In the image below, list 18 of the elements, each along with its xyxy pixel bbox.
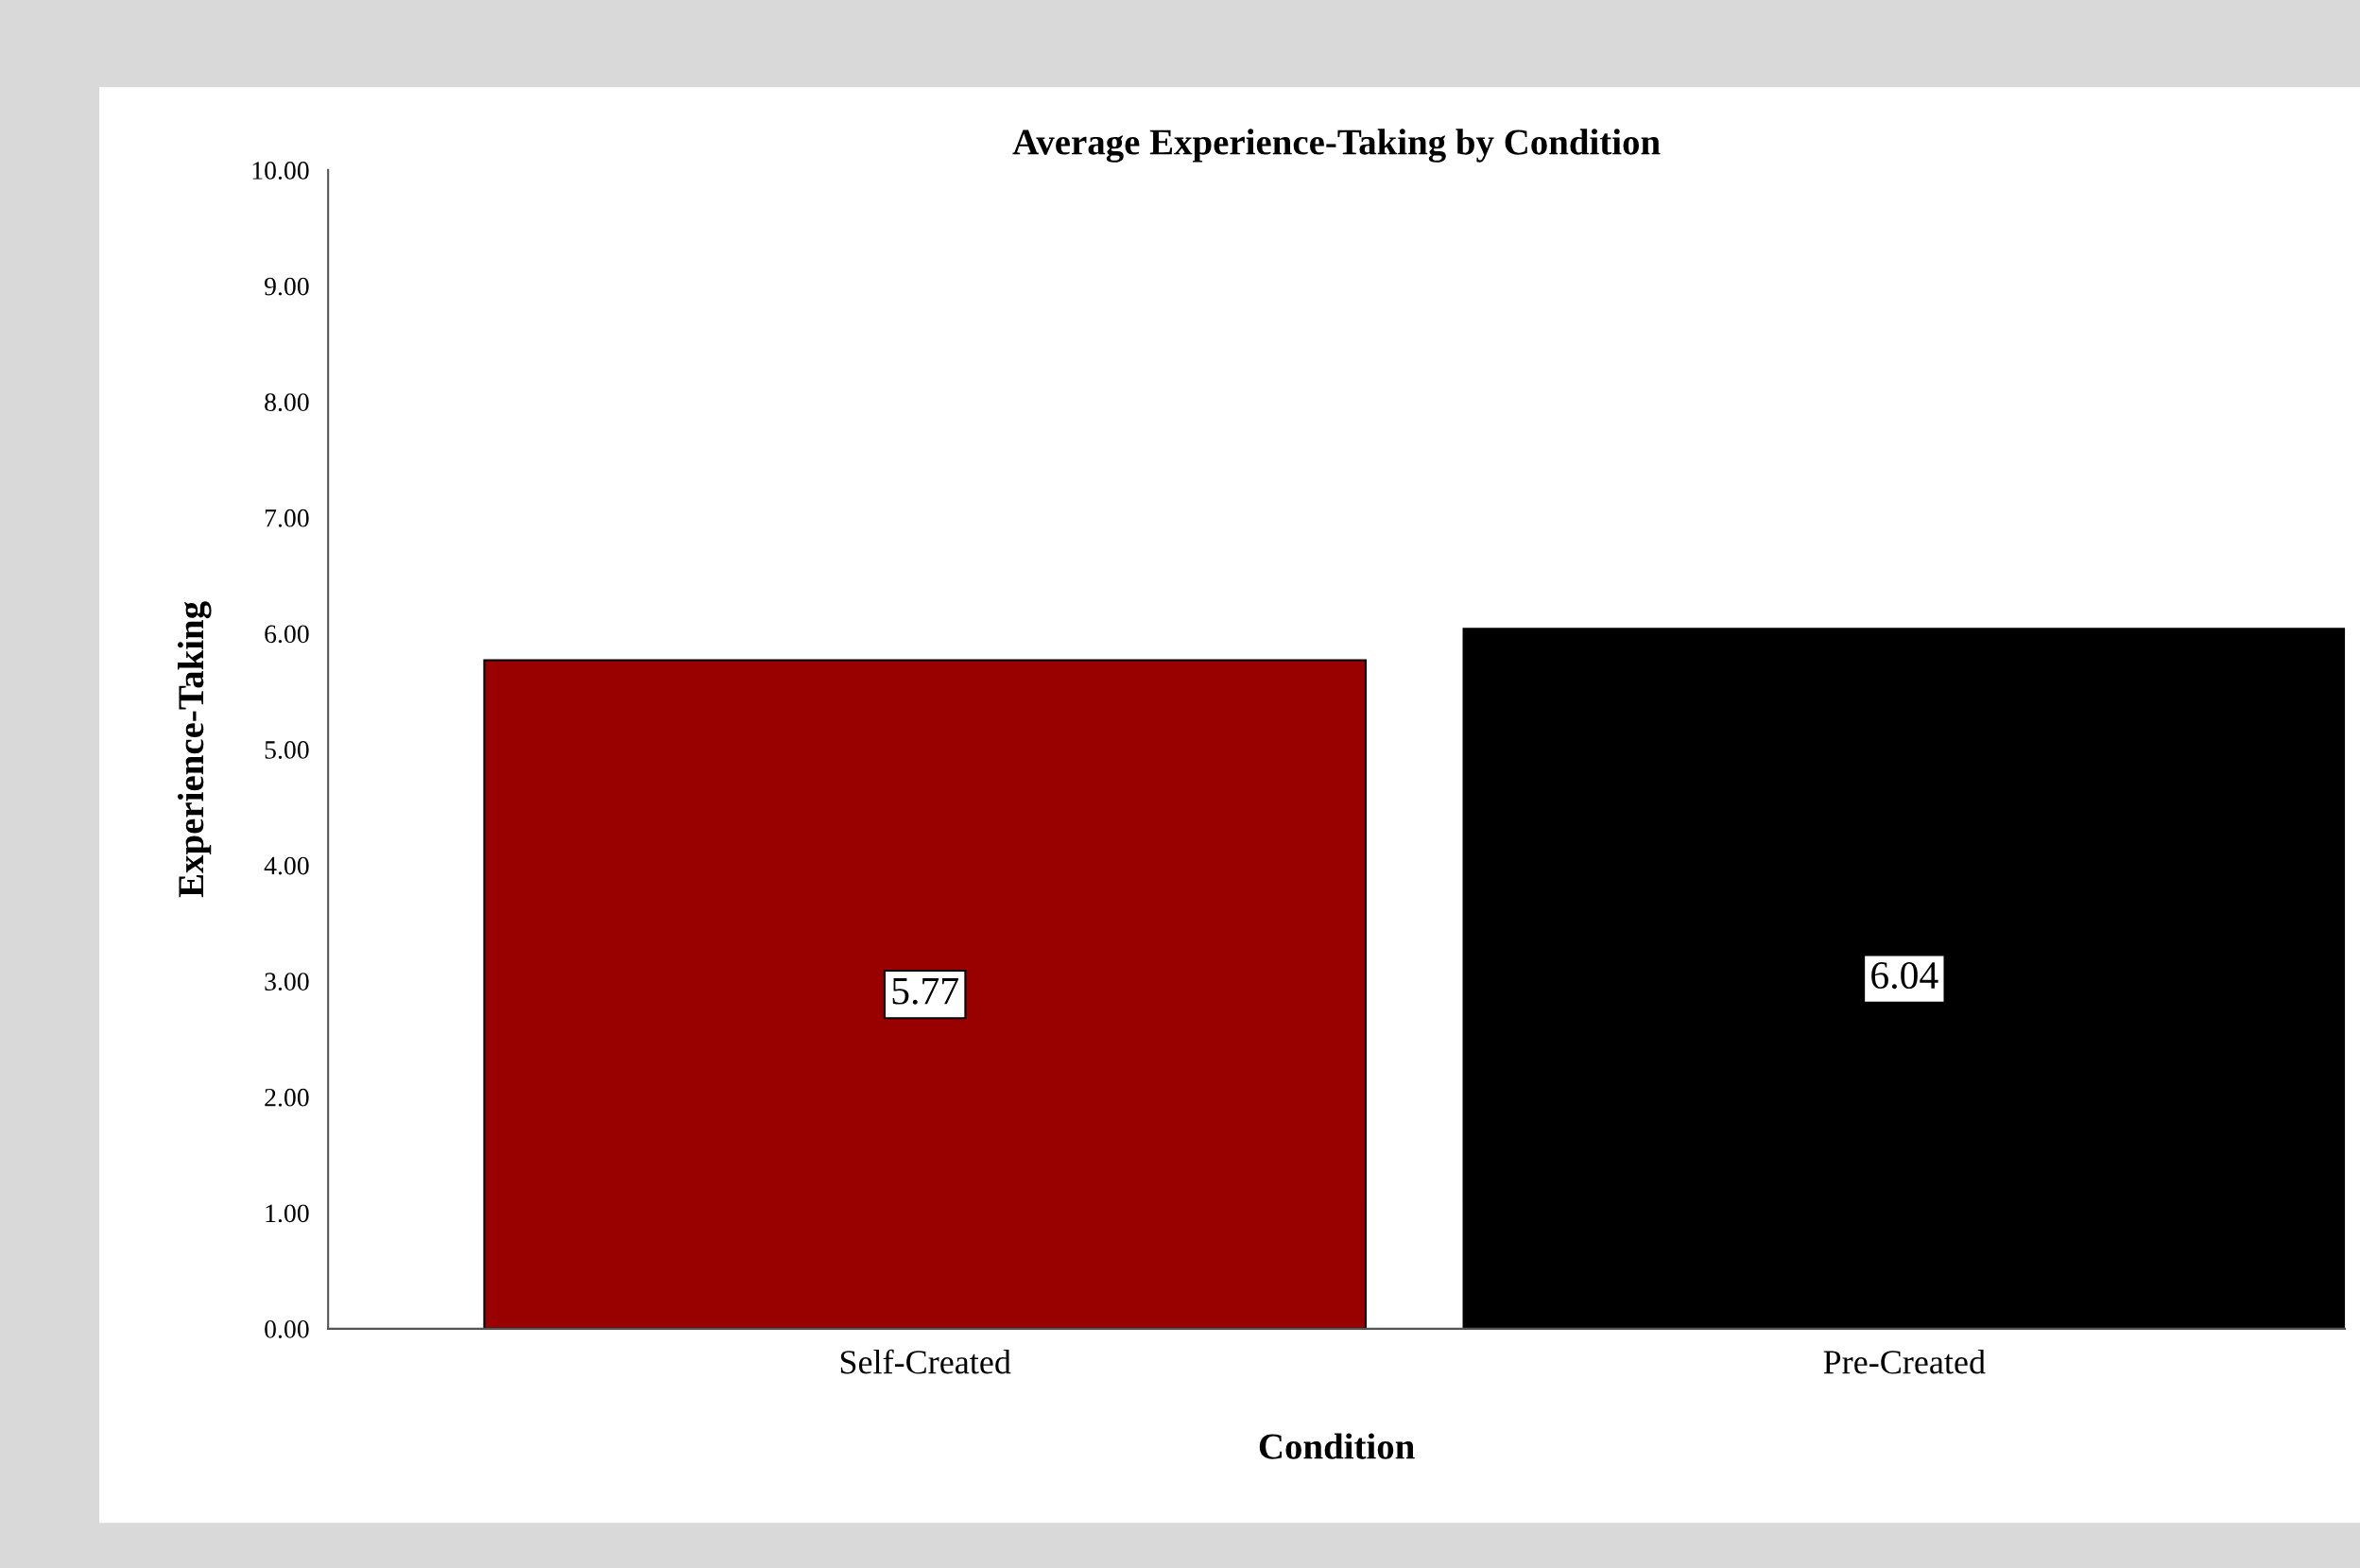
y-axis-title: Experience-Taking — [177, 601, 212, 898]
y-tick-label: 9.00 — [265, 277, 309, 296]
y-tick-label: 1.00 — [266, 1204, 309, 1223]
x-tick-label: Self-Created — [840, 1349, 1011, 1374]
y-tick-label: 2.00 — [265, 1088, 309, 1107]
data-label: 6.04 — [1871, 961, 1938, 990]
y-tick-label: 5.00 — [265, 741, 309, 759]
chart-title: Average Experience-Taking by Condition — [1012, 129, 1661, 163]
x-axis-title: Condition — [1259, 1433, 1415, 1459]
y-tick-label: 6.00 — [265, 625, 309, 644]
y-tick-label: 10.00 — [252, 162, 309, 180]
y-tick-label: 7.00 — [265, 508, 309, 527]
y-tick-label: 8.00 — [265, 393, 309, 412]
data-label: 5.77 — [892, 977, 958, 1005]
y-tick-label: 4.00 — [264, 856, 309, 875]
y-tick-label: 0.00 — [265, 1320, 309, 1338]
x-tick-label: Pre-Created — [1823, 1350, 1986, 1374]
y-tick-label: 3.00 — [265, 973, 309, 991]
